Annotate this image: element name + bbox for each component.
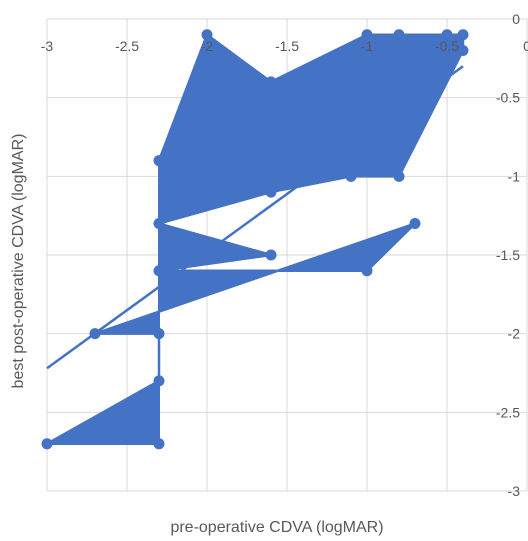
y-tick-label: -2: [508, 326, 521, 342]
x-tick-label: -3: [41, 38, 54, 54]
x-tick-label: -1.5: [275, 38, 299, 54]
data-point: [457, 29, 469, 41]
y-tick-label: -2.5: [496, 404, 520, 420]
x-tick-label: -2: [201, 38, 214, 54]
data-point: [409, 218, 421, 230]
x-tick-label: -1: [361, 38, 374, 54]
trendline: [46, 65, 464, 370]
data-point: [153, 328, 165, 340]
data-point: [265, 249, 277, 261]
data-point: [441, 29, 453, 41]
y-tick-label: -0.5: [496, 90, 520, 106]
data-point: [201, 29, 213, 41]
data-point: [361, 265, 373, 277]
x-axis-title: pre-operative CDVA (logMAR): [170, 519, 383, 536]
y-tick-label: -1: [508, 168, 521, 184]
y-tick-label: 0: [512, 11, 520, 27]
data-series: [41, 29, 469, 450]
y-axis-title: best post-operative CDVA (logMAR): [10, 134, 27, 389]
x-tick-label: 0: [523, 38, 528, 54]
y-tick-label: -3: [508, 483, 521, 499]
data-point: [153, 438, 165, 450]
tick-labels: -3 -2.5 -2 -1.5 -1 -0.5 00 -0.5 -1 -1.5 -2 -2.5 -3: [41, 11, 528, 499]
data-point: [89, 328, 101, 340]
data-point: [393, 170, 405, 182]
data-point: [153, 265, 165, 277]
x-tick-label: -0.5: [435, 38, 459, 54]
x-tick-label: -2.5: [115, 38, 139, 54]
data-point: [153, 218, 165, 230]
data-point: [265, 76, 277, 88]
y-tick-label: -1.5: [496, 247, 520, 263]
data-point: [457, 44, 469, 56]
data-point: [393, 29, 405, 41]
data-point: [361, 29, 373, 41]
data-point: [153, 375, 165, 387]
data-point: [345, 170, 357, 182]
data-point: [265, 186, 277, 198]
data-point: [153, 155, 165, 167]
data-point: [41, 438, 53, 450]
